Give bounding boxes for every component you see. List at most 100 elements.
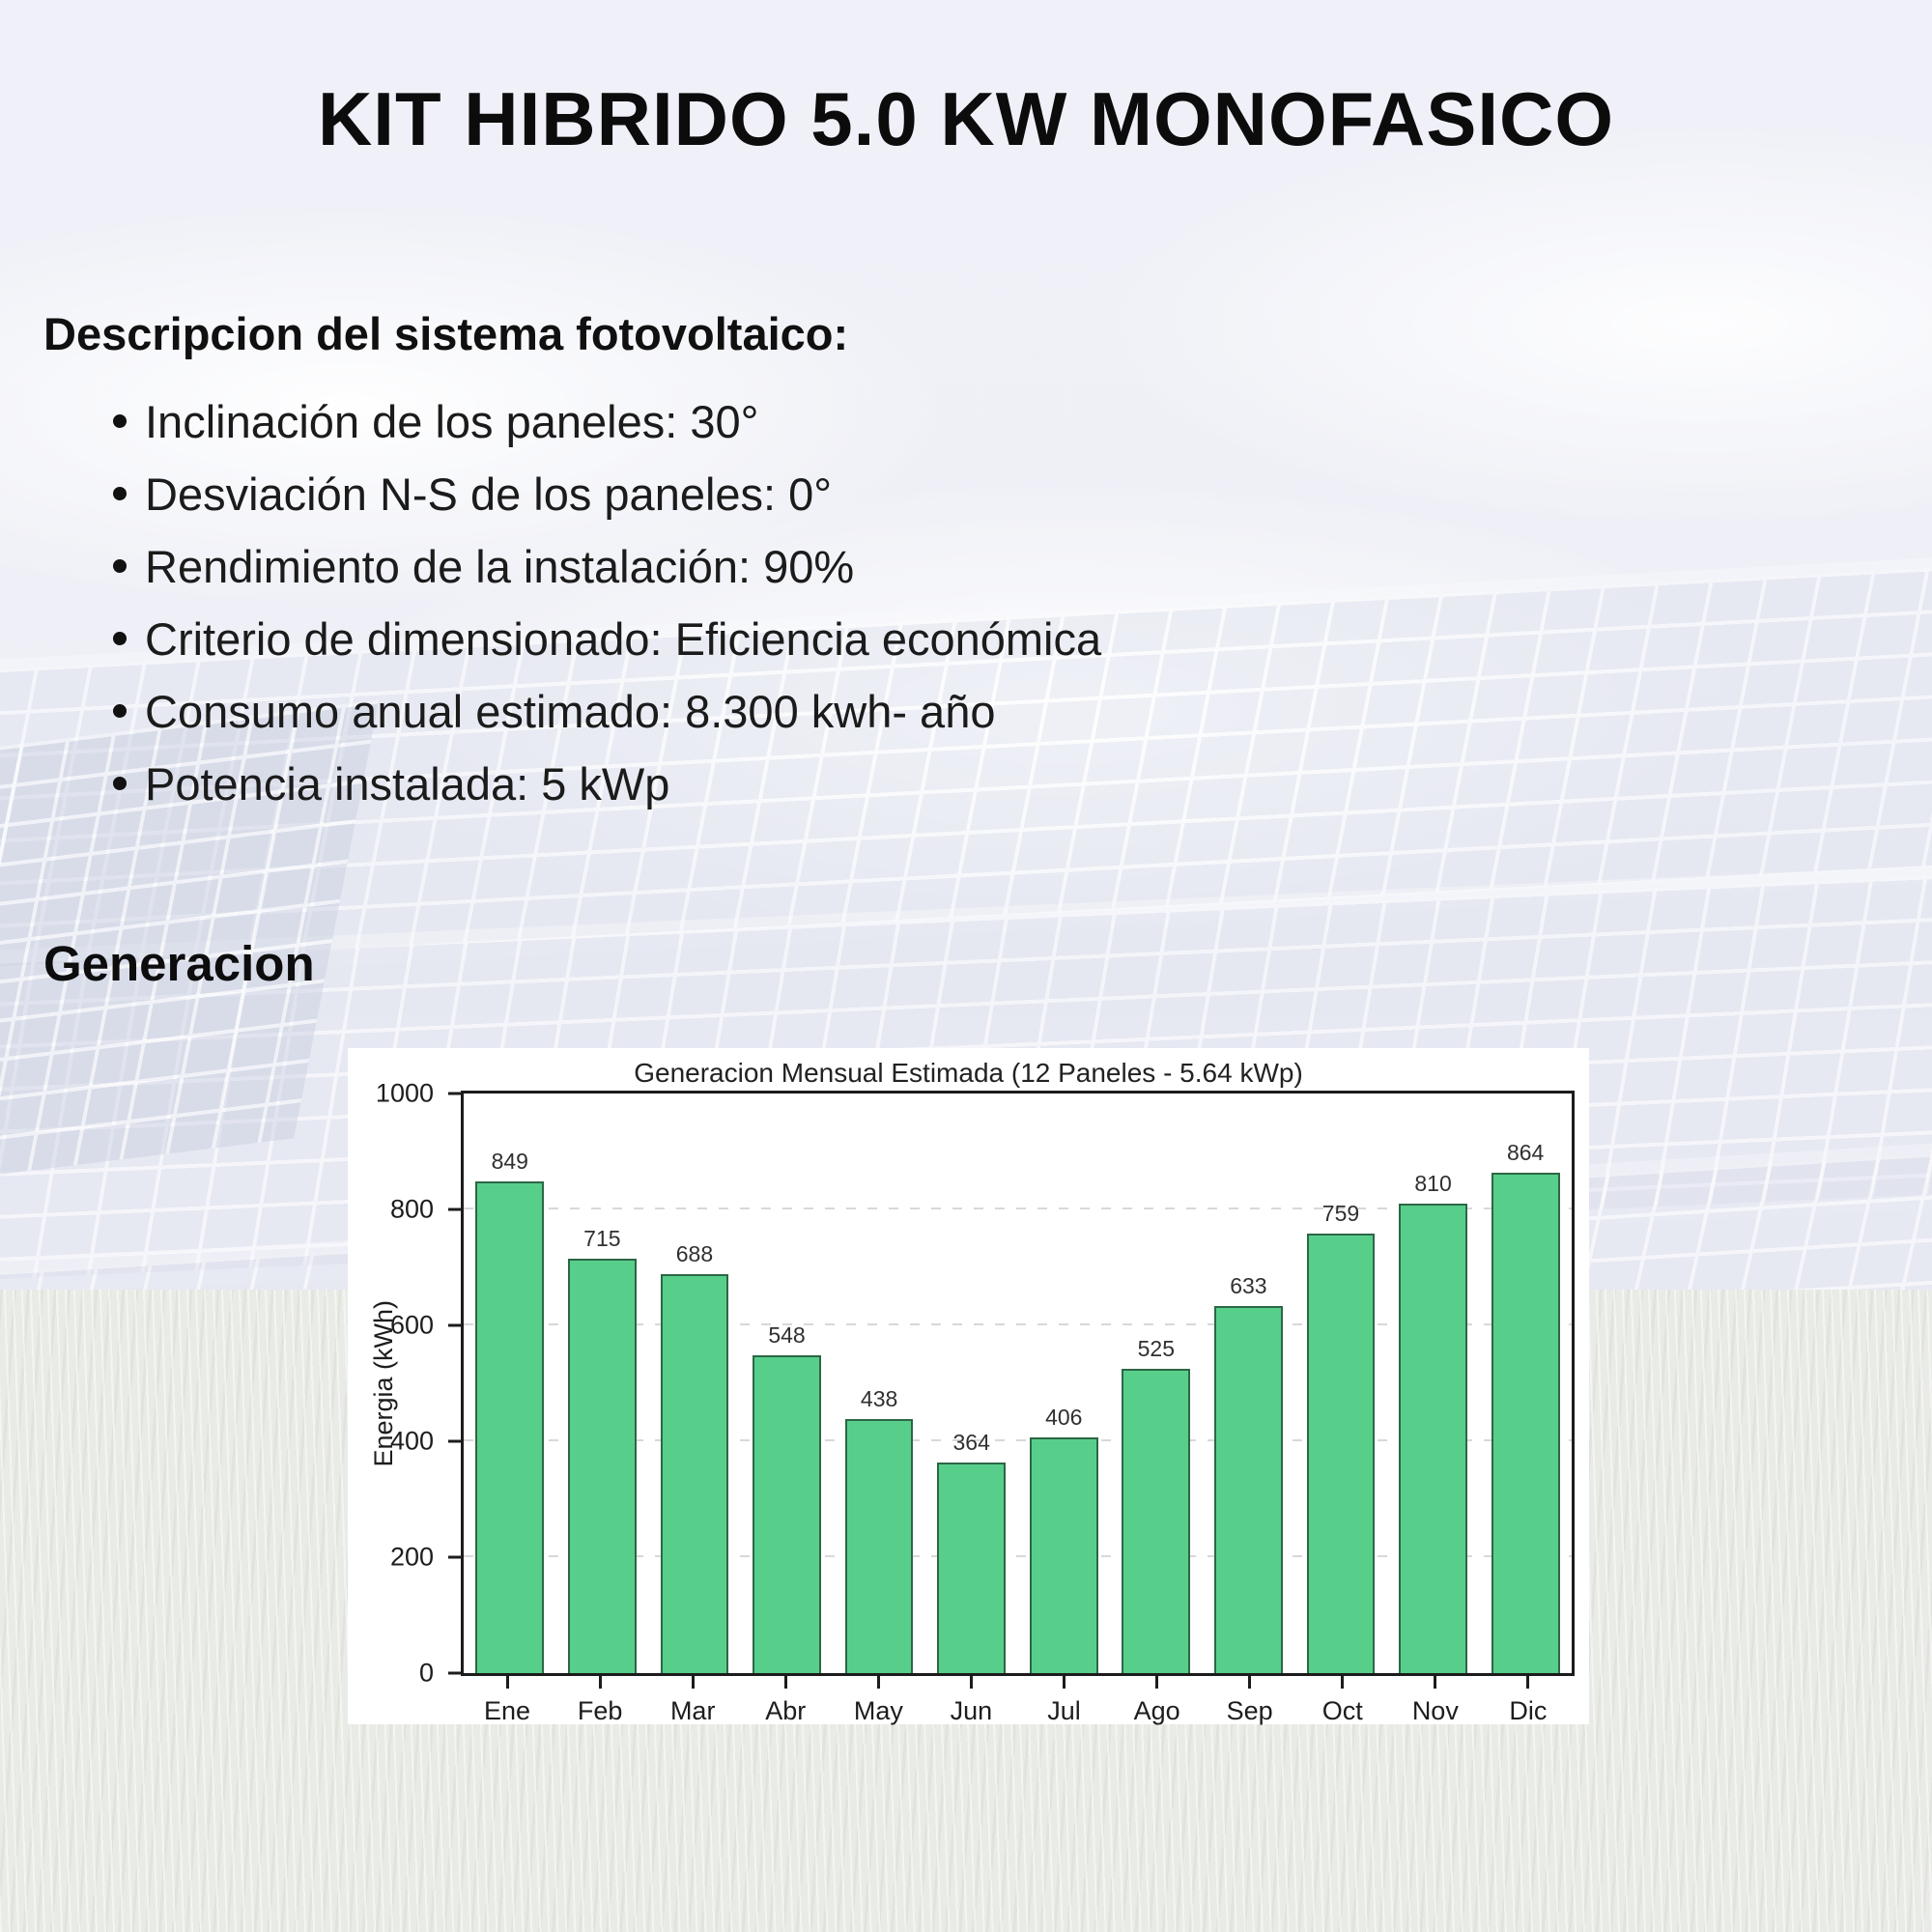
y-tick-label: 800 xyxy=(389,1194,434,1224)
generation-chart-card: Generacion Mensual Estimada (12 Paneles … xyxy=(348,1048,1589,1725)
x-tick-label: Mar xyxy=(669,1696,716,1725)
grid-line xyxy=(464,1208,1572,1209)
bar xyxy=(1122,1369,1191,1673)
chart-title: Generacion Mensual Estimada (12 Paneles … xyxy=(634,1058,1303,1088)
bar-slot: 548 xyxy=(741,1094,834,1673)
bullet-icon xyxy=(113,632,127,645)
bar-value-label: 864 xyxy=(1506,1139,1545,1165)
list-item: Desviación N-S de los paneles: 0° xyxy=(43,458,1903,530)
bar-slot: 406 xyxy=(1017,1094,1110,1673)
y-tick-label: 200 xyxy=(389,1542,434,1572)
x-tick-mark xyxy=(1341,1676,1345,1689)
y-tick-mark xyxy=(448,1208,461,1211)
bullet-icon xyxy=(113,777,127,790)
y-tick-mark xyxy=(448,1092,461,1095)
bullet-icon xyxy=(113,704,127,718)
x-axis-cell: Feb xyxy=(554,1676,646,1736)
bar-value-label: 406 xyxy=(1045,1405,1083,1431)
y-tick-label: 600 xyxy=(389,1310,434,1340)
bar xyxy=(1399,1204,1467,1673)
plot-area: 849 715 688 548 438 364 406 525 633 759 810 864 xyxy=(461,1091,1575,1676)
bar-slot: 688 xyxy=(648,1094,741,1673)
bar xyxy=(844,1419,914,1673)
y-axis-ticks: 0 200 400 600 800 1000 xyxy=(348,1079,461,1688)
bar-value-label: 438 xyxy=(860,1386,898,1412)
x-axis-cell: Abr xyxy=(739,1676,832,1736)
x-axis-cell: Jun xyxy=(924,1676,1017,1736)
description-list: Inclinación de los paneles: 30° Desviaci… xyxy=(43,385,1903,820)
list-item-text: Inclinación de los paneles: 30° xyxy=(145,396,759,447)
x-tick-mark xyxy=(1526,1676,1530,1689)
x-axis-cell: Nov xyxy=(1389,1676,1482,1736)
list-item-text: Rendimiento de la instalación: 90% xyxy=(145,541,855,592)
y-tick-label: 1000 xyxy=(375,1078,434,1108)
x-tick-label: Oct xyxy=(1321,1696,1363,1725)
y-tick-mark xyxy=(448,1671,461,1675)
bar xyxy=(1214,1306,1283,1673)
bar-slot: 849 xyxy=(464,1094,556,1673)
bar-slot: 759 xyxy=(1294,1094,1387,1673)
header: KIT HIBRIDO 5.0 KW MONOFASICO xyxy=(0,75,1932,163)
bar xyxy=(1306,1233,1376,1673)
bar xyxy=(660,1274,729,1673)
bar xyxy=(568,1259,637,1673)
x-tick-label: Jun xyxy=(950,1696,993,1725)
y-tick-mark xyxy=(448,1555,461,1559)
bar-value-label: 364 xyxy=(952,1429,990,1455)
y-tick-label: 400 xyxy=(389,1426,434,1456)
x-axis-cell: Mar xyxy=(646,1676,739,1736)
bar xyxy=(753,1355,821,1673)
x-axis-cell: Sep xyxy=(1204,1676,1296,1736)
list-item: Consumo anual estimado: 8.300 kwh- año xyxy=(43,675,1903,748)
bar-value-label: 525 xyxy=(1137,1336,1176,1361)
y-tick-label: 0 xyxy=(418,1658,434,1688)
x-tick-mark xyxy=(691,1676,695,1689)
list-item-text: Criterio de dimensionado: Eficiencia eco… xyxy=(145,613,1102,665)
bar-value-label: 759 xyxy=(1321,1200,1360,1226)
bullet-icon xyxy=(113,559,127,573)
page-title: KIT HIBRIDO 5.0 KW MONOFASICO xyxy=(317,76,1615,161)
generation-heading: Generacion xyxy=(43,936,315,991)
x-tick-label: Sep xyxy=(1226,1696,1273,1725)
bar-value-label: 810 xyxy=(1414,1171,1452,1196)
bar-slot: 633 xyxy=(1203,1094,1295,1673)
x-tick-label: May xyxy=(853,1696,903,1725)
x-tick-mark xyxy=(1155,1676,1159,1689)
x-axis-cell: Dic xyxy=(1482,1676,1575,1736)
x-tick-mark xyxy=(969,1676,973,1689)
bullet-icon xyxy=(113,487,127,500)
x-tick-mark xyxy=(598,1676,602,1689)
x-tick-label: Dic xyxy=(1509,1696,1548,1725)
bar-slot: 364 xyxy=(925,1094,1018,1673)
x-tick-label: Abr xyxy=(765,1696,807,1725)
x-tick-label: Jul xyxy=(1047,1696,1081,1725)
list-item: Inclinación de los paneles: 30° xyxy=(43,385,1903,458)
list-item: Rendimiento de la instalación: 90% xyxy=(43,530,1903,603)
bullet-icon xyxy=(113,414,127,428)
bar xyxy=(1029,1437,1098,1673)
x-tick-mark xyxy=(1063,1676,1065,1689)
x-tick-mark xyxy=(876,1676,880,1689)
bar-slot: 438 xyxy=(833,1094,925,1673)
x-axis-cell: Ene xyxy=(461,1676,554,1736)
x-axis-labels: Ene Feb Mar Abr May Jun Jul Ago Sep Oct Nov Dic xyxy=(461,1676,1575,1736)
x-tick-mark xyxy=(1434,1676,1437,1689)
x-tick-mark xyxy=(505,1676,509,1689)
list-item-text: Desviación N-S de los paneles: 0° xyxy=(145,469,833,520)
list-item: Criterio de dimensionado: Eficiencia eco… xyxy=(43,603,1903,675)
y-tick-mark xyxy=(448,1439,461,1443)
system-description-section: Descripcion del sistema fotovoltaico: In… xyxy=(43,307,1903,820)
x-tick-mark xyxy=(1248,1676,1252,1689)
description-heading: Descripcion del sistema fotovoltaico: xyxy=(43,308,849,359)
x-axis-cell: Ago xyxy=(1111,1676,1204,1736)
x-tick-label: Ago xyxy=(1133,1696,1180,1725)
bar xyxy=(937,1462,1007,1673)
x-tick-label: Ene xyxy=(484,1696,531,1725)
list-item-text: Potencia instalada: 5 kWp xyxy=(145,758,670,810)
x-axis-cell: Oct xyxy=(1296,1676,1389,1736)
bar-slot: 864 xyxy=(1479,1094,1572,1673)
list-item: Potencia instalada: 5 kWp xyxy=(43,748,1903,820)
bar xyxy=(1491,1172,1560,1673)
y-tick-mark xyxy=(448,1323,461,1327)
